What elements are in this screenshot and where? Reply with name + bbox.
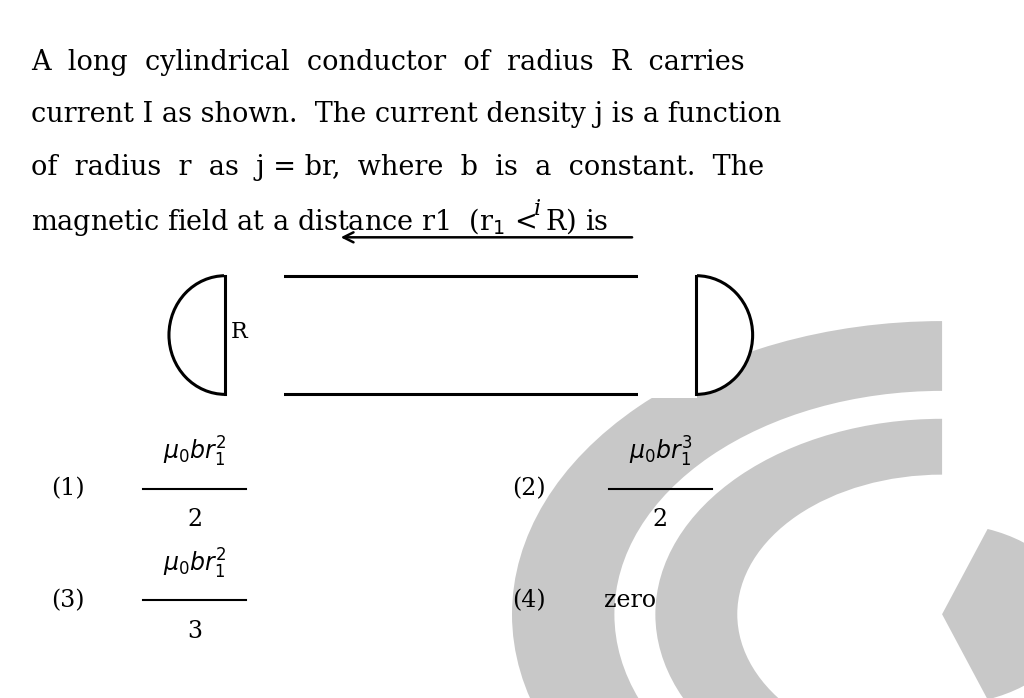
Text: current I as shown.  The current density j is a function: current I as shown. The current density … bbox=[31, 101, 781, 128]
Wedge shape bbox=[942, 529, 1024, 698]
Wedge shape bbox=[655, 419, 942, 698]
Ellipse shape bbox=[640, 276, 753, 394]
Ellipse shape bbox=[169, 276, 282, 394]
FancyBboxPatch shape bbox=[638, 272, 697, 398]
Text: 2: 2 bbox=[653, 508, 668, 531]
Text: 2: 2 bbox=[187, 508, 202, 531]
Text: A  long  cylindrical  conductor  of  radius  R  carries: A long cylindrical conductor of radius R… bbox=[31, 49, 744, 76]
Text: $\mu_0 b r_1^2$: $\mu_0 b r_1^2$ bbox=[163, 547, 226, 581]
Text: (2): (2) bbox=[512, 477, 546, 500]
Text: zero: zero bbox=[604, 589, 656, 611]
FancyBboxPatch shape bbox=[224, 272, 284, 398]
Text: i: i bbox=[535, 198, 541, 220]
Text: R: R bbox=[230, 320, 247, 343]
Text: 3: 3 bbox=[187, 620, 202, 643]
Text: magnetic field at a distance r1  (r$_1$ < R) is: magnetic field at a distance r1 (r$_1$ <… bbox=[31, 206, 608, 238]
Text: $\mu_0 b r_1^2$: $\mu_0 b r_1^2$ bbox=[163, 435, 226, 469]
Text: $\mu_0 b r_1^3$: $\mu_0 b r_1^3$ bbox=[629, 435, 692, 469]
Text: (1): (1) bbox=[51, 477, 85, 500]
Text: (3): (3) bbox=[51, 589, 85, 611]
Wedge shape bbox=[512, 321, 942, 698]
Text: of  radius  r  as  j = br,  where  b  is  a  constant.  The: of radius r as j = br, where b is a cons… bbox=[31, 154, 764, 181]
Text: (4): (4) bbox=[512, 589, 546, 611]
